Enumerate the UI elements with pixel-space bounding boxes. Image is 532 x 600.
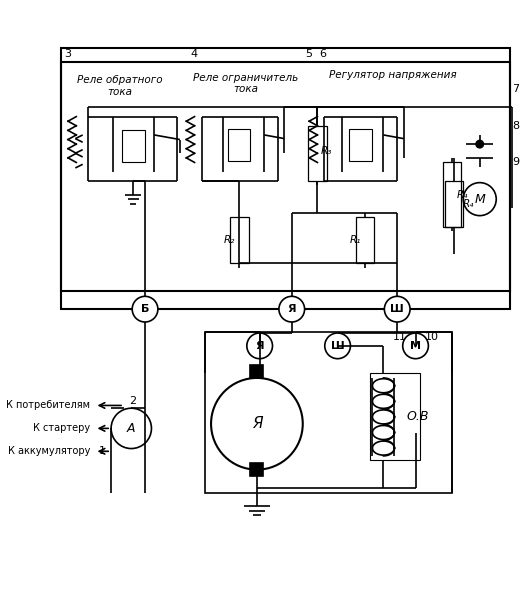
- Text: 5: 5: [305, 49, 312, 59]
- Text: 2: 2: [130, 396, 137, 406]
- Text: М: М: [410, 341, 421, 351]
- Text: Я: Я: [287, 304, 296, 314]
- Bar: [370, 373, 420, 460]
- Circle shape: [325, 333, 351, 359]
- Text: Ш: Ш: [390, 304, 404, 314]
- Text: R₁: R₁: [350, 235, 361, 245]
- Bar: [251, 463, 263, 476]
- Text: 1: 1: [99, 446, 106, 457]
- Circle shape: [247, 333, 272, 359]
- Circle shape: [463, 182, 496, 215]
- Circle shape: [132, 296, 158, 322]
- Bar: [122, 130, 145, 163]
- Circle shape: [476, 140, 484, 148]
- Text: Регулятор напряжения: Регулятор напряжения: [329, 70, 456, 80]
- Bar: [230, 217, 248, 263]
- Text: R₂: R₂: [224, 235, 235, 245]
- Text: 6: 6: [319, 49, 326, 59]
- Text: Реле ограничитель
тока: Реле ограничитель тока: [193, 73, 298, 94]
- Text: 10: 10: [425, 332, 439, 341]
- Bar: [445, 181, 463, 227]
- Bar: [308, 126, 327, 181]
- Circle shape: [111, 408, 152, 449]
- Text: 11: 11: [393, 332, 406, 341]
- Circle shape: [211, 378, 303, 470]
- Bar: [356, 217, 375, 263]
- Circle shape: [384, 296, 410, 322]
- Text: Б: Б: [141, 304, 149, 314]
- Text: Ш: Ш: [331, 341, 345, 351]
- Bar: [205, 332, 452, 493]
- Bar: [228, 128, 251, 161]
- Bar: [443, 163, 461, 227]
- Circle shape: [279, 296, 305, 322]
- Text: 7: 7: [512, 84, 519, 94]
- Text: К потребителям: К потребителям: [6, 400, 90, 410]
- Text: 4: 4: [191, 49, 198, 59]
- Text: М: М: [475, 193, 485, 206]
- Bar: [61, 48, 510, 291]
- Text: К стартеру: К стартеру: [33, 424, 90, 433]
- Text: Реле обратного
тока: Реле обратного тока: [77, 76, 162, 97]
- Text: А: А: [127, 422, 136, 435]
- Text: R₄: R₄: [462, 199, 473, 209]
- Text: 8: 8: [512, 121, 519, 131]
- Bar: [348, 128, 371, 161]
- Text: Я: Я: [255, 341, 264, 351]
- Text: О.В: О.В: [406, 410, 429, 424]
- Bar: [251, 365, 263, 378]
- Bar: [61, 62, 510, 309]
- Text: R₃: R₃: [321, 146, 332, 157]
- Text: Я: Я: [252, 416, 262, 431]
- Text: R₄: R₄: [456, 190, 468, 200]
- Text: К аккумулятору: К аккумулятору: [7, 446, 90, 457]
- Text: 9: 9: [512, 157, 519, 167]
- Circle shape: [403, 333, 428, 359]
- Text: 3: 3: [64, 49, 71, 59]
